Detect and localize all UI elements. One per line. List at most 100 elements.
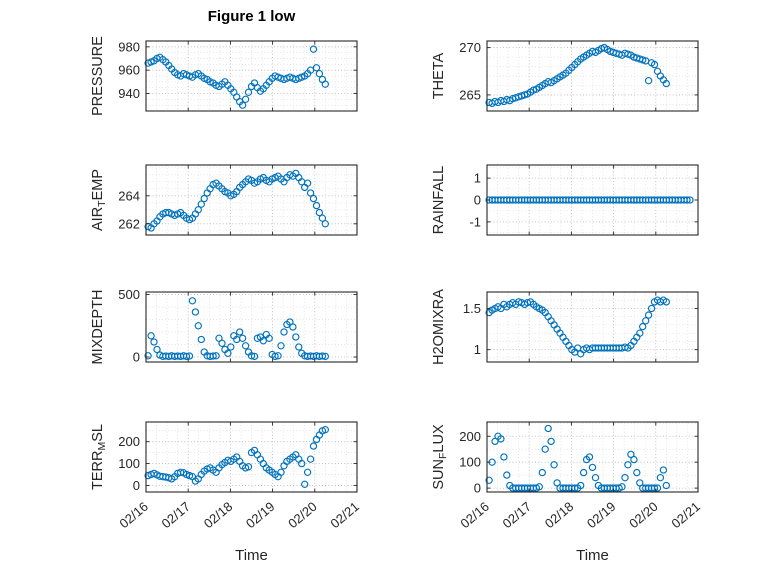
scatter-series: [485, 424, 670, 492]
data-point-marker: [579, 468, 588, 477]
tick-marks: [486, 292, 699, 362]
data-point-marker: [315, 208, 324, 217]
major-grid: [146, 165, 357, 235]
y-tick-label: 500: [118, 287, 140, 302]
y-axis-label: SUNFLUX: [431, 424, 449, 490]
data-point-marker: [683, 196, 691, 204]
subplot-sunflux-plot: 0 100 200 SUNFLUX 02/16 02/17 02/18 02/19 02/20 0…: [431, 421, 703, 564]
data-point-marker: [303, 179, 312, 187]
data-point-marker: [244, 463, 253, 471]
data-point-marker: [265, 334, 273, 342]
data-point-marker: [577, 481, 585, 490]
y-axis-label: H2OMIXRA: [431, 289, 447, 365]
major-grid: [146, 41, 357, 111]
data-point-marker: [144, 352, 152, 360]
data-point-marker: [274, 352, 282, 360]
y-tick-label: 1: [474, 171, 481, 186]
data-point-marker: [153, 345, 161, 354]
data-point-marker: [312, 201, 321, 210]
data-point-marker: [662, 79, 670, 88]
data-point-marker: [277, 468, 285, 476]
y-tick-label: 200: [118, 434, 140, 449]
y-tick-label: 0: [133, 478, 140, 493]
y-tick-label: 0: [474, 193, 481, 208]
tick-marks: [486, 41, 699, 111]
x-tick-label: 02/17: [500, 499, 535, 531]
data-point-marker: [218, 339, 226, 347]
data-point-marker: [571, 484, 579, 492]
data-point-marker: [301, 480, 309, 488]
y-tick-label: 0: [133, 350, 140, 365]
data-point-marker: [639, 322, 647, 331]
y-tick-label: 100: [459, 455, 481, 470]
y-tick-label: 265: [459, 87, 481, 102]
data-point-marker: [212, 352, 220, 360]
data-point-marker: [585, 453, 594, 461]
data-point-marker: [306, 455, 315, 463]
data-point-marker: [188, 297, 197, 305]
data-point-marker: [292, 333, 300, 341]
data-point-marker: [236, 328, 244, 336]
data-point-marker: [541, 445, 549, 453]
y-tick-label: -1: [469, 214, 481, 229]
x-tick-label: 02/17: [159, 499, 194, 531]
scatter-series: [144, 297, 329, 361]
data-point-marker: [650, 484, 659, 492]
data-point-marker: [247, 352, 256, 360]
data-point-marker: [497, 435, 505, 443]
data-point-marker: [653, 484, 662, 492]
subplot-terrmsl-plot: 0 100 200 TERRMSL 02/16 02/17 02/18 02/19 02/20 0…: [90, 421, 362, 564]
data-point-marker: [550, 461, 558, 469]
axes-box: [145, 40, 358, 112]
data-point-marker: [321, 426, 329, 434]
minor-grid: [487, 292, 698, 362]
data-point-marker: [277, 342, 285, 350]
x-axis-label: Time: [576, 547, 609, 564]
x-tick-label: 02/16: [457, 499, 492, 531]
data-point-marker: [538, 468, 546, 477]
x-axis-label: Time: [235, 547, 268, 564]
data-point-marker: [633, 468, 641, 477]
data-point-marker: [662, 481, 670, 490]
data-point-marker: [241, 342, 250, 350]
data-point-marker: [197, 335, 205, 344]
data-point-marker: [194, 206, 202, 214]
figure-title: Figure 1 low: [207, 8, 296, 25]
data-point-marker: [647, 304, 656, 313]
minor-grid: [487, 165, 698, 235]
data-point-marker: [259, 337, 267, 345]
data-point-marker: [147, 332, 155, 340]
major-grid: [487, 41, 698, 111]
subplot-h2omixra-plot: 1 1.5 H2OMIXRA: [431, 289, 699, 365]
major-grid: [487, 165, 698, 235]
y-axis-label: AIRTEMP: [90, 169, 108, 231]
data-point-marker: [503, 471, 511, 479]
data-point-marker: [321, 220, 329, 228]
data-point-marker: [182, 352, 191, 361]
y-tick-label: 1.5: [463, 301, 481, 316]
data-point-marker: [656, 474, 665, 482]
data-point-marker: [289, 323, 297, 331]
data-point-marker: [303, 468, 312, 476]
data-point-marker: [200, 194, 208, 203]
y-tick-label: 100: [118, 456, 140, 471]
y-tick-label: 264: [118, 188, 140, 203]
x-tick-label: 02/16: [116, 499, 151, 531]
data-point-marker: [271, 352, 279, 361]
data-point-marker: [686, 196, 694, 204]
data-point-marker: [194, 322, 202, 330]
data-point-marker: [642, 317, 650, 325]
y-axis-label: TERRMSL: [90, 424, 108, 490]
axes-box: [486, 421, 699, 493]
data-point-marker: [309, 442, 318, 450]
data-point-marker: [241, 95, 250, 103]
data-point-marker: [209, 352, 217, 360]
scatter-series: [485, 196, 694, 204]
data-point-marker: [150, 338, 158, 346]
y-tick-label: 262: [118, 216, 140, 231]
tick-marks: [145, 41, 358, 111]
data-point-marker: [318, 214, 327, 222]
y-tick-label: 200: [459, 429, 481, 444]
y-axis-label: THETA: [431, 52, 447, 99]
major-grid: [146, 422, 357, 492]
